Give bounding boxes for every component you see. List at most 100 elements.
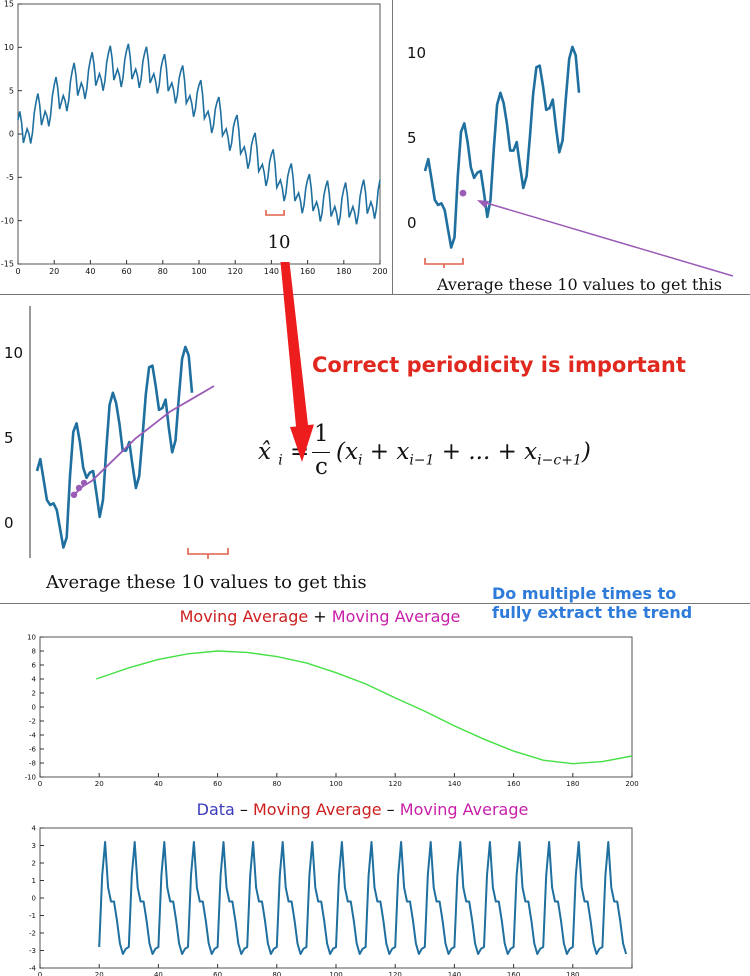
trend-estimate-chart: 10 5 0 Average these 10 values to get this <box>4 306 367 593</box>
p1-xtick-label: 100 <box>191 267 206 276</box>
window-size-label: 10 <box>268 232 291 253</box>
p4-ytick-label: 6 <box>32 661 37 669</box>
ytick-label: 10 <box>407 44 426 62</box>
p4-xtick-label: 160 <box>507 780 520 788</box>
p4-ytick-label: 0 <box>32 703 36 711</box>
trend-point <box>80 479 88 487</box>
p4-ytick-label: -4 <box>29 731 37 739</box>
p1-ytick-label: 10 <box>4 43 14 52</box>
double-moving-average-chart: 0 20 40 60 80 100 120 140 160 180 2001086420-2-4-6… <box>25 633 639 788</box>
p1-xtick-label: 160 <box>300 267 315 276</box>
p4-ytick-label: -2 <box>29 717 36 725</box>
window-bracket <box>187 548 229 559</box>
p1-xtick-label: 180 <box>336 267 351 276</box>
p5-ytick-label: -1 <box>29 912 36 920</box>
series-line <box>17 43 381 226</box>
caption: Average these 10 values to get this <box>436 275 722 294</box>
p5-ytick-label: 2 <box>32 859 36 867</box>
p5-ytick-label: 1 <box>32 877 36 885</box>
p5-ytick-label: -3 <box>29 947 36 955</box>
p4-ytick-label: -10 <box>25 773 36 781</box>
p1-xtick-label: 140 <box>264 267 279 276</box>
vertical-divider <box>392 0 393 294</box>
p5-xtick-label: 60 <box>213 971 222 976</box>
residual-seasonal-chart: 02040608010012014016018020043210-1-2-3-4 <box>29 824 633 976</box>
p4-xtick-label: 80 <box>272 780 281 788</box>
p1-xtick-label: 60 <box>122 267 132 276</box>
raw-series-chart: 0 20 40 60 80 100 120 140 160 180 200 15 10 5 0 -5 -10 -1… <box>1 0 388 276</box>
pointer-arrowhead <box>477 200 489 208</box>
trend-line <box>73 385 215 496</box>
p5-xtick-label: 180 <box>566 971 579 976</box>
window-bracket <box>424 258 464 268</box>
periodicity-annotation: Correct periodicity is important <box>312 353 686 377</box>
p5-ytick-label: 0 <box>32 894 36 902</box>
p1-xtick-label: 20 <box>49 267 59 276</box>
p5-xtick-label: 100 <box>329 971 342 976</box>
p5-xtick-label: 20 <box>95 971 104 976</box>
ytick-label: 5 <box>4 429 14 447</box>
repeat-annotation: Do multiple times to fully extract the t… <box>492 584 693 622</box>
p5-xtick-label: 80 <box>272 971 281 976</box>
moving-average-formula: x̂ i = 1 c (xi + xi−1 + ... + xi−c+1) <box>258 421 591 480</box>
zoomed-series-chart: 10 5 0 Average these 10 values to get this <box>407 44 734 294</box>
p1-ytick-label: -5 <box>6 173 14 182</box>
caption: Average these 10 values to get this <box>45 572 367 593</box>
window-bracket <box>265 210 285 216</box>
p1-xtick-label: 40 <box>85 267 95 276</box>
ytick-label: 5 <box>407 129 417 147</box>
average-point <box>459 189 467 197</box>
p4-xtick-label: 140 <box>448 780 461 788</box>
horizontal-divider-1 <box>0 294 750 295</box>
p4-xtick-label: 60 <box>213 780 222 788</box>
trend-line <box>95 650 633 765</box>
trend-point <box>70 491 78 498</box>
p5-xtick-label: 0 <box>38 971 42 976</box>
formula-one: 1 <box>314 421 329 447</box>
formula-open: (x <box>336 439 358 465</box>
p5-ytick-label: -2 <box>29 929 36 937</box>
p1-ytick-label: 5 <box>9 86 14 95</box>
p4-frame <box>39 636 633 778</box>
p4-ytick-label: -8 <box>29 759 36 767</box>
p1-xtick-label: 200 <box>372 267 387 276</box>
p1-xtick-label: 0 <box>15 267 20 276</box>
p5-xtick-label: 40 <box>154 971 163 976</box>
series-line <box>35 345 194 549</box>
formula-sub-i: i <box>278 452 283 469</box>
p5-xtick-label: 120 <box>389 971 402 976</box>
p1-ytick-label: -10 <box>1 216 14 225</box>
p5-ytick-label: 4 <box>32 824 37 832</box>
residual-line <box>98 841 628 955</box>
formula-c: c <box>315 454 328 480</box>
p1-ytick-label: -15 <box>1 260 14 269</box>
p1-xtick-label: 80 <box>158 267 168 276</box>
p5-xtick-label: 140 <box>448 971 461 976</box>
p4-ytick-label: -6 <box>29 745 37 753</box>
series-line <box>423 45 581 249</box>
p5-ytick-label: 3 <box>32 842 36 850</box>
p4-xtick-label: 20 <box>95 780 104 788</box>
horizontal-divider-2 <box>0 603 750 604</box>
p4-ytick-label: 2 <box>32 689 36 697</box>
p4-xtick-label: 40 <box>154 780 163 788</box>
p4-xtick-label: 0 <box>38 780 42 788</box>
p5-xtick-label: 160 <box>507 971 520 976</box>
formula-x: x <box>258 439 271 465</box>
p1-ytick-label: 0 <box>9 130 14 139</box>
p4-ytick-label: 4 <box>32 675 37 683</box>
p4-xtick-label: 100 <box>329 780 342 788</box>
p4-ytick-label: 10 <box>27 633 36 641</box>
p4-xtick-label: 200 <box>625 780 638 788</box>
p1-ytick-label: 15 <box>4 0 14 9</box>
trend-chart-title: Moving Average + Moving Average <box>179 607 461 626</box>
pointer-line <box>482 201 734 277</box>
ytick-label: 0 <box>407 214 417 232</box>
ytick-label: 10 <box>4 344 23 362</box>
p5-ytick-label: -4 <box>29 964 37 972</box>
residual-chart-title: Data – Moving Average – Moving Average <box>196 800 529 819</box>
ytick-label: 0 <box>4 514 14 532</box>
p1-xtick-label: 120 <box>228 267 243 276</box>
p4-ytick-label: 8 <box>32 647 36 655</box>
